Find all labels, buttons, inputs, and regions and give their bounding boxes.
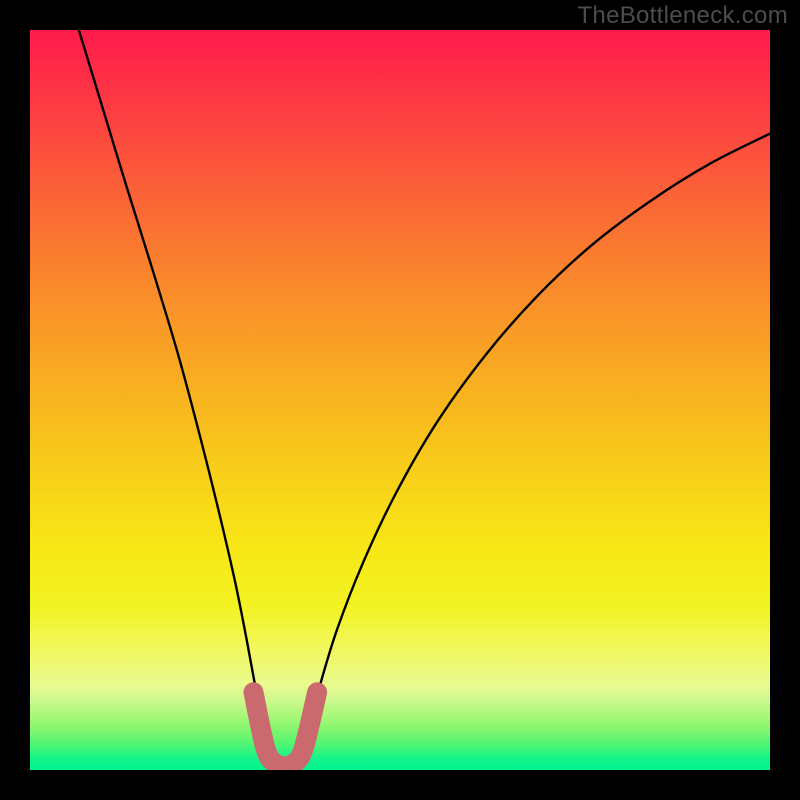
chart-plot-area xyxy=(30,30,770,770)
bottleneck-curve-left xyxy=(79,30,265,746)
optimal-range-marker xyxy=(253,692,317,766)
chart-svg-layer xyxy=(30,30,770,770)
bottleneck-curve-right xyxy=(304,134,770,747)
watermark-text: TheBottleneck.com xyxy=(577,2,788,30)
